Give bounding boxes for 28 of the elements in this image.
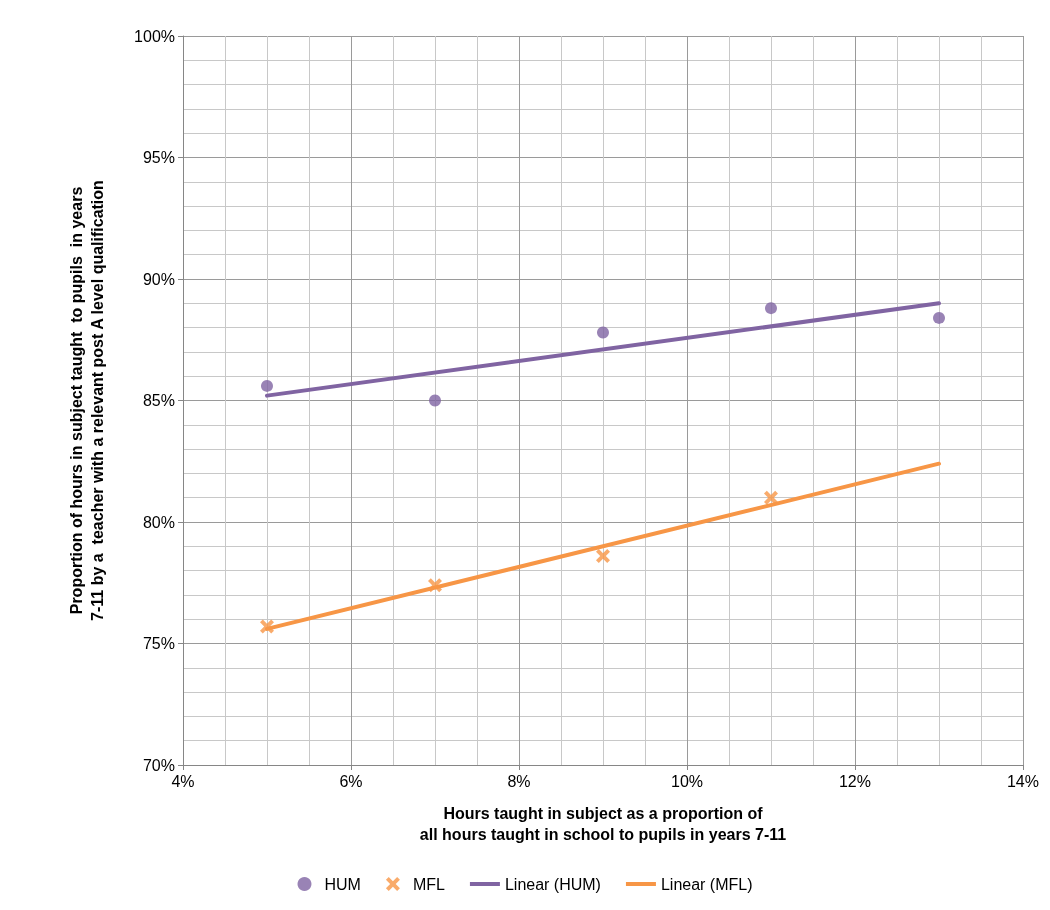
x-tick-label: 12%	[838, 772, 872, 790]
x-tick-label: 14%	[1006, 772, 1039, 790]
x-tick-label: 10%	[670, 772, 704, 790]
point	[595, 549, 610, 564]
legend-label: Linear (MFL)	[660, 875, 753, 893]
point	[765, 302, 777, 315]
point	[428, 578, 442, 593]
point	[261, 379, 273, 392]
legend-label: HUM	[324, 875, 361, 893]
point	[763, 490, 778, 505]
x-tick-label: 8%	[507, 772, 531, 790]
point	[933, 311, 945, 324]
y-axis-title: Proportion of hours in subject taught to pupils in years 7-11 by a teacher with a relevant post A level qualification	[68, 180, 106, 621]
y-tick-label: 85%	[142, 392, 175, 409]
y-tick-label: 90%	[142, 270, 175, 288]
point	[597, 326, 609, 339]
y-tick-label: 75%	[142, 635, 175, 652]
y-tick-label: 70%	[142, 756, 175, 774]
legend-label: Linear (HUM)	[504, 875, 601, 893]
x-axis-title: Hours taught in subject as a proportion of all hours taught in school to pupils in years 7-11	[419, 805, 787, 843]
legend-label: MFL	[412, 875, 446, 893]
y-tick-label: 95%	[142, 149, 175, 166]
y-tick-label: 80%	[142, 513, 175, 531]
point	[429, 394, 441, 407]
y-tick-label: 100%	[134, 27, 175, 45]
x-tick-label: 6%	[339, 772, 363, 790]
x-tick-label: 4%	[171, 772, 195, 790]
point	[260, 619, 274, 634]
